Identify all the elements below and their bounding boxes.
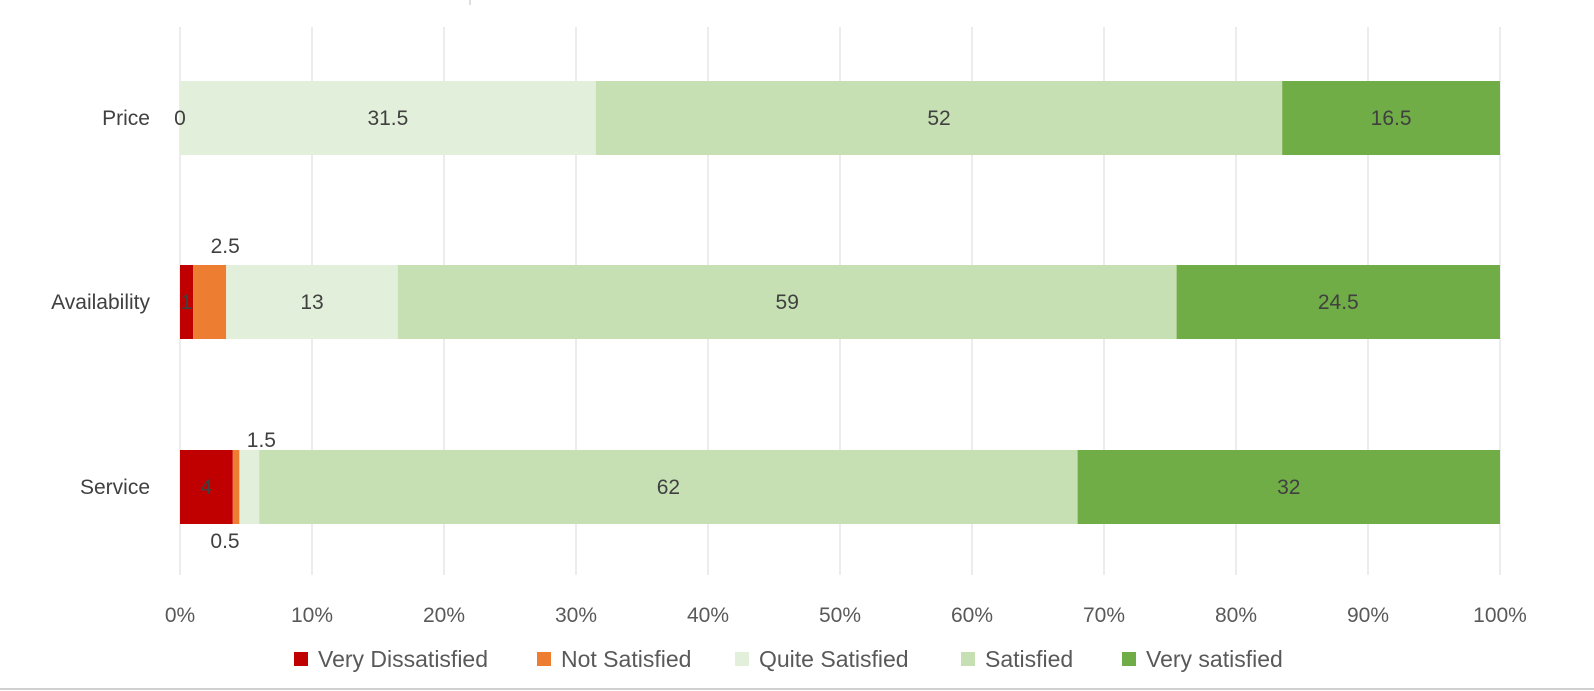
data-label-availability-satisfied: 59 [776,291,799,314]
bar-service-satisfied [259,450,1078,524]
data-label-price-very-satisfied: 16.5 [1371,107,1412,130]
bar-service-quite-satisfied [239,450,260,524]
data-label-availability-very-dissatisfied: 1 [181,291,193,314]
legend-label-quite-satisfied: Quite Satisfied [759,646,909,672]
bar-availability-very-dissatisfied [180,265,194,339]
bar-price-quite-satisfied [180,81,596,155]
x-tick-label: 70% [1083,604,1125,627]
x-tick-label: 60% [951,604,993,627]
bar-price-very-satisfied [1282,81,1500,155]
legend-swatch-very-dissatisfied [294,652,308,666]
data-label-availability-not-satisfied: 2.5 [211,235,240,258]
x-tick-label: 100% [1473,604,1527,627]
legend-label-very-satisfied: Very satisfied [1146,646,1283,672]
bar-service-very-satisfied [1077,450,1500,524]
legend-label-satisfied: Satisfied [985,646,1073,672]
legend-swatch-very-satisfied [1122,652,1136,666]
data-label-price-satisfied: 52 [927,107,950,130]
bar-availability-quite-satisfied [226,265,398,339]
x-tick-label: 30% [555,604,597,627]
x-tick-label: 80% [1215,604,1257,627]
legend-swatch-quite-satisfied [735,652,749,666]
bar-availability-very-satisfied [1176,265,1500,339]
category-label-service: Service [80,476,150,499]
data-label-service-very-satisfied: 32 [1277,476,1300,499]
data-label-availability-quite-satisfied: 13 [300,291,323,314]
x-tick-label: 90% [1347,604,1389,627]
legend-swatch-satisfied [961,652,975,666]
bar-price-satisfied [595,81,1283,155]
value-axis-tick-labels: 0% 10% 20% 30% 40% 50% 60% 70% 80% 90% 100% [165,604,1527,627]
data-label-service-satisfied: 62 [657,476,680,499]
x-tick-label: 50% [819,604,861,627]
legend: Very Dissatisfied Not Satisfied Quite Sati… [294,646,1283,672]
x-tick-label: 0% [165,604,195,627]
data-labels: 0 31.5 52 16.5 1 2.5 13 59 24.5 4 0.5 1.5 62 32 [174,107,1411,553]
category-label-price: Price [102,107,150,130]
bar-service-very-dissatisfied [180,450,233,524]
legend-swatch-not-satisfied [537,652,551,666]
data-label-service-quite-satisfied: 1.5 [247,429,276,452]
bar-availability-satisfied [397,265,1177,339]
category-axis-labels: Price Availability Service [51,107,150,499]
data-label-price-very-dissatisfied: 0 [174,107,186,130]
data-label-availability-very-satisfied: 24.5 [1318,291,1359,314]
data-label-service-very-dissatisfied: 4 [201,476,213,499]
bar-service-not-satisfied [232,450,240,524]
bar-series [180,81,1500,524]
x-tick-label: 10% [291,604,333,627]
legend-label-not-satisfied: Not Satisfied [561,646,691,672]
data-label-service-not-satisfied: 0.5 [210,530,239,553]
data-label-price-quite-satisfied: 31.5 [367,107,408,130]
legend-label-very-dissatisfied: Very Dissatisfied [318,646,488,672]
x-tick-label: 20% [423,604,465,627]
bar-availability-not-satisfied [193,265,227,339]
category-label-availability: Availability [51,291,150,314]
x-tick-label: 40% [687,604,729,627]
